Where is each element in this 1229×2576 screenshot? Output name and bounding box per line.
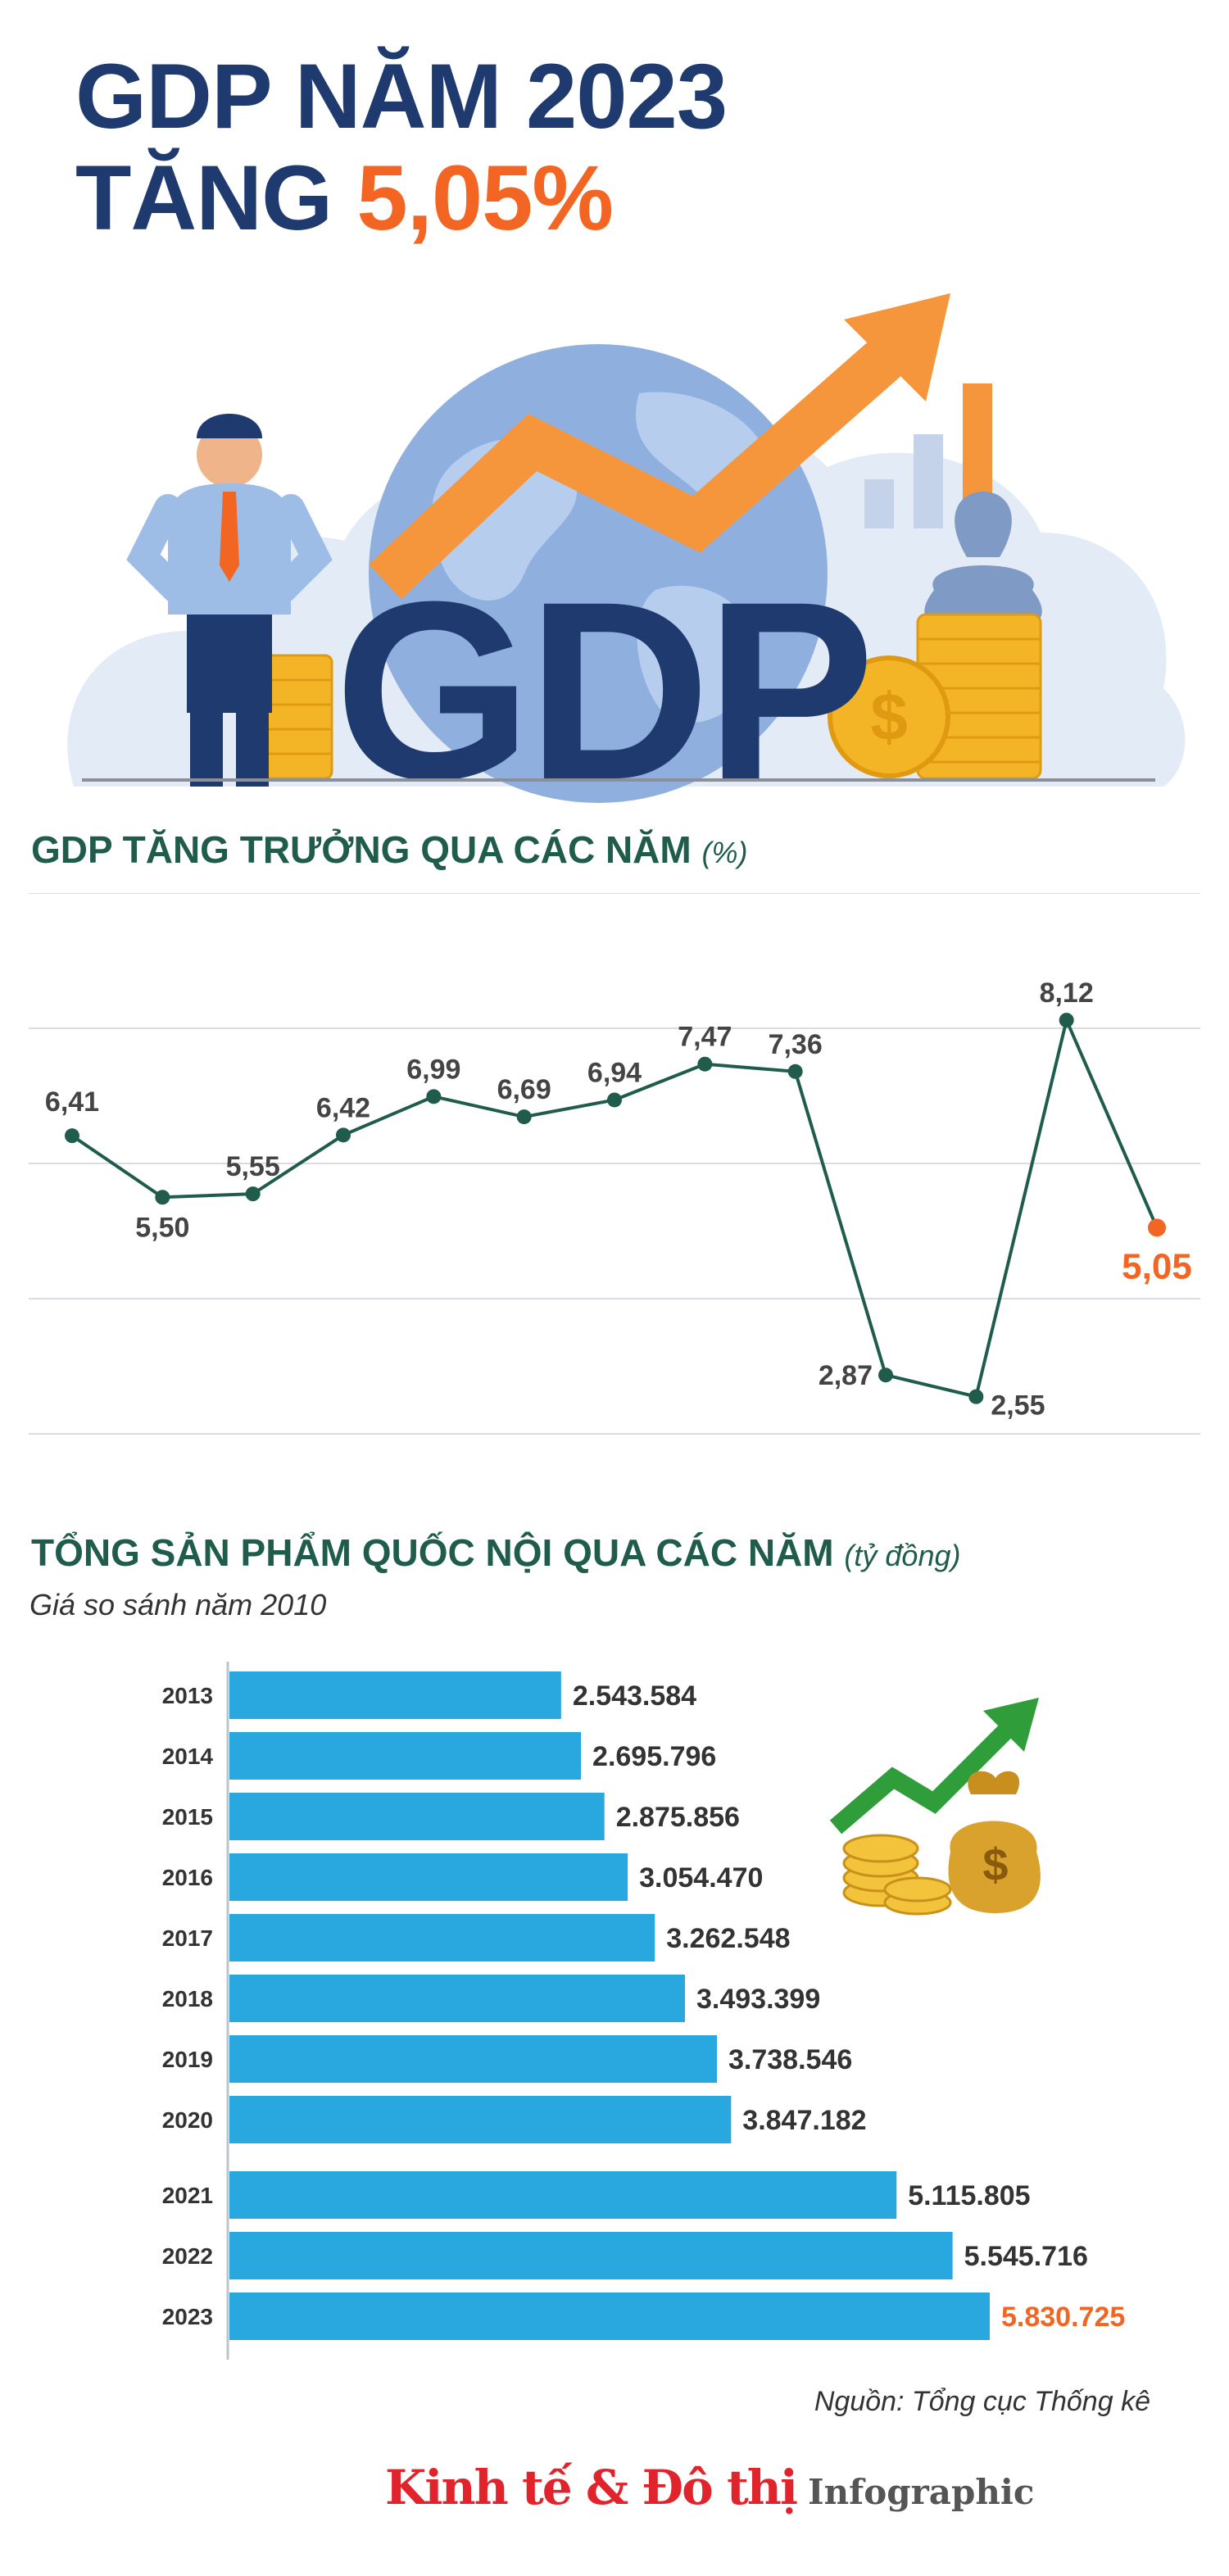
line-point [697, 1056, 713, 1072]
line-point [1148, 1218, 1166, 1237]
bar [229, 2171, 897, 2219]
line-point [65, 1128, 79, 1144]
page-title-line2: TĂNG 5,05% [75, 152, 614, 244]
bar [229, 1975, 685, 2022]
bar-category-label: 2019 [162, 2047, 213, 2072]
bar-chart-unit: (tỷ đồng) [844, 1539, 961, 1572]
bar-category-label: 2014 [162, 1744, 214, 1769]
line-point [155, 1190, 170, 1205]
bar-value-label: 2.543.584 [573, 1680, 696, 1712]
hero-illustration: $ GDP [67, 293, 1186, 803]
line-point [426, 1089, 442, 1104]
bar-value-label: 2.695.796 [592, 1741, 716, 1772]
bar-value-label: 2.875.856 [616, 1802, 740, 1833]
green-arrow-icon [829, 1698, 1039, 1834]
bar-value-label: 3.054.470 [639, 1862, 763, 1893]
line-point [878, 1367, 893, 1383]
data-label: 5,05 [1122, 1246, 1192, 1286]
source-note: Nguồn: Tổng cục Thống kê [814, 2386, 1150, 2417]
bar [229, 2096, 732, 2143]
page-title-line1: GDP NĂM 2023 [75, 45, 728, 147]
bar-value-label: 3.262.548 [666, 1923, 790, 1954]
brand-logo-sub: Infographic [807, 2472, 1035, 2512]
bar-category-label: 2016 [162, 1865, 213, 1890]
bar-category-label: 2018 [162, 1986, 213, 2011]
bar [229, 2232, 953, 2279]
title-prefix: TĂNG [75, 147, 333, 249]
up-arrow-icon [369, 293, 950, 600]
data-label: 7,36 [769, 1029, 823, 1060]
line-point [968, 1389, 984, 1404]
line-point [245, 1186, 261, 1202]
data-label: 6,41 [45, 1086, 99, 1118]
hero-gdp-text: GDP [334, 548, 870, 803]
bar-category-label: 2023 [162, 2304, 213, 2329]
bar-chart-title: TỔNG SẢN PHẨM QUỐC NỘI QUA CÁC NĂM (tỷ đ… [31, 1531, 960, 1575]
data-label: 5,55 [226, 1151, 280, 1182]
bar-category-label: 2020 [162, 2107, 213, 2133]
bar-value-label: 5.830.725 [1001, 2302, 1125, 2333]
brand-logo-name: Kinh tế & Đô thị [385, 2460, 798, 2515]
bar [229, 2035, 718, 2083]
bar [229, 1793, 605, 1840]
bar-category-label: 2013 [162, 1683, 213, 1708]
title-highlight: 5,05% [356, 147, 614, 249]
bar-value-label: 3.738.546 [728, 2044, 852, 2075]
brand-logo: Kinh tế & Đô thị Infographic [385, 2460, 1034, 2515]
line-point [607, 1092, 622, 1108]
data-label: 8,12 [1040, 977, 1094, 1009]
bar [229, 1732, 582, 1780]
line-chart-title: GDP TĂNG TRƯỞNG QUA CÁC NĂM (%) [31, 828, 748, 872]
bar-value-label: 3.493.399 [696, 1984, 820, 2015]
bar-chart-subtitle: Giá so sánh năm 2010 [29, 1588, 327, 1621]
line-chart: 6,41 5,50 5,55 6,42 6,99 6,69 6,94 7,47 7,36 2,87… [29, 893, 1200, 1435]
bar-value-label: 5.545.716 [964, 2241, 1088, 2272]
data-label: 7,47 [678, 1022, 732, 1053]
money-growth-illustration: $ [829, 1698, 1041, 1916]
bar [229, 2293, 990, 2340]
bar-category-label: 2022 [162, 2243, 213, 2269]
line-point [516, 1109, 532, 1125]
data-label: 5,50 [135, 1212, 189, 1243]
bar [229, 1853, 628, 1901]
businessman-icon [126, 414, 333, 787]
bar-chart: 2013 2.543.584 2014 2.695.796 2015 2.875.856 2… [162, 1662, 1125, 2360]
svg-text:$: $ [982, 1839, 1008, 1890]
data-label: 2,55 [991, 1390, 1045, 1422]
bar-value-label: 5.115.805 [908, 2180, 1030, 2211]
line-point [787, 1064, 803, 1079]
bar-category-label: 2017 [162, 1925, 213, 1951]
bar [229, 1671, 561, 1719]
bar-chart-title-text: TỔNG SẢN PHẨM QUỐC NỘI QUA CÁC NĂM [31, 1531, 834, 1574]
bar [229, 1914, 655, 1961]
bar-value-label: 3.847.182 [742, 2105, 866, 2136]
data-label: 6,99 [406, 1054, 460, 1085]
line-point [1059, 1013, 1074, 1028]
line-chart-title-text: GDP TĂNG TRƯỞNG QUA CÁC NĂM [31, 828, 692, 871]
data-label: 6,42 [316, 1092, 370, 1123]
gold-coins-icon [842, 1834, 952, 1916]
data-label: 6,94 [587, 1057, 642, 1088]
bar-category-label: 2021 [162, 2183, 213, 2208]
line-point [336, 1127, 351, 1143]
bar-category-label: 2015 [162, 1804, 213, 1830]
gold-money-bag-icon: $ [948, 1771, 1041, 1913]
line-chart-unit: (%) [701, 836, 748, 869]
data-label: 6,69 [497, 1074, 551, 1105]
svg-text:$: $ [870, 680, 908, 755]
data-label: 2,87 [819, 1360, 873, 1391]
dollar-coin-icon: $ [828, 655, 950, 778]
